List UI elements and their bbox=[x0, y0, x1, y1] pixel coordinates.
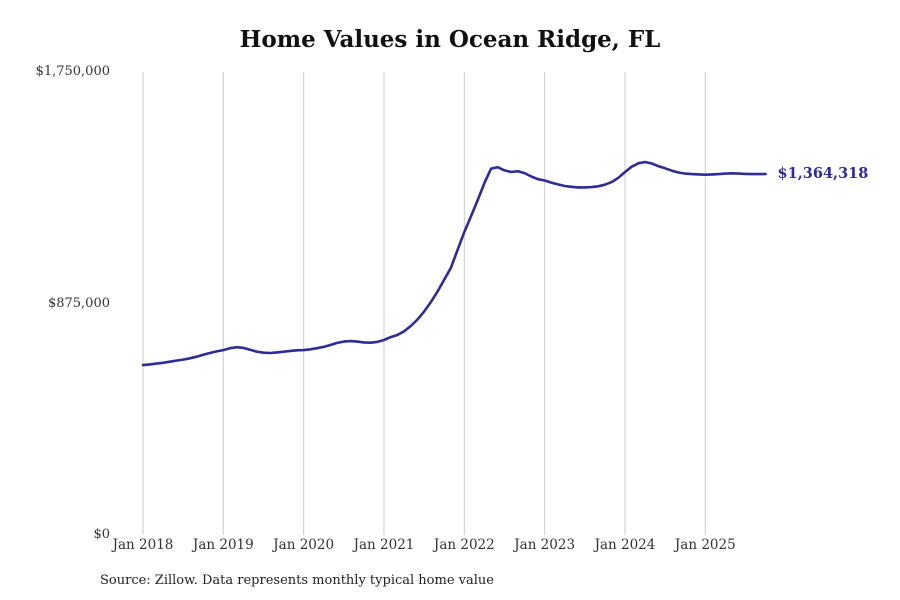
x-axis-tick-label: Jan 2019 bbox=[192, 537, 254, 553]
chart-title: Home Values in Ocean Ridge, FL bbox=[239, 26, 661, 53]
y-axis-tick-0: $0 bbox=[93, 527, 110, 542]
y-axis-tick-875k: $875,000 bbox=[47, 296, 110, 311]
x-axis-tick-label: Jan 2022 bbox=[433, 537, 495, 553]
home-value-series-line bbox=[141, 160, 767, 367]
x-axis-tick-label: Jan 2025 bbox=[674, 537, 736, 553]
x-axis-tick-label: Jan 2021 bbox=[353, 537, 415, 553]
gridlines bbox=[142, 72, 706, 535]
x-axis-tick-label: Jan 2020 bbox=[273, 537, 335, 553]
source-note: Source: Zillow. Data represents monthly … bbox=[100, 573, 494, 588]
x-axis-tick-label: Jan 2024 bbox=[594, 537, 656, 553]
x-axis-tick-label: Jan 2023 bbox=[514, 537, 576, 553]
x-axis-tick-label: Jan 2018 bbox=[112, 537, 174, 553]
latest-value-label: $1,364,318 bbox=[777, 165, 869, 183]
y-axis-tick-1750k: $1,750,000 bbox=[35, 64, 110, 79]
